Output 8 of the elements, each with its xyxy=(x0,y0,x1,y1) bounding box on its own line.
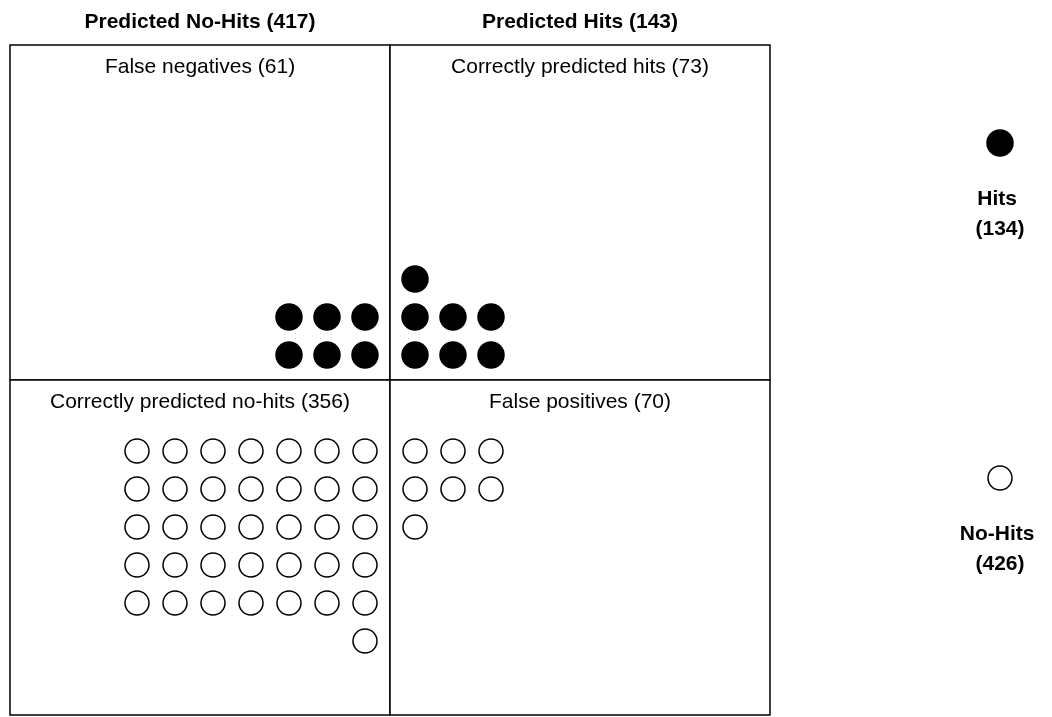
y-tick-label: Hits (134) xyxy=(975,186,1025,239)
data-label: False positives (70) xyxy=(488,389,672,412)
data-label: Correctly predicted hits (73) xyxy=(451,54,709,77)
y-tick-label: No-Hits (426) xyxy=(959,521,1041,574)
data-label: Correctly predicted no-hits (356) xyxy=(50,389,350,412)
x-tick-label: Predicted Hits (143) xyxy=(481,9,679,32)
x-tick-label: Predicted No-Hits (417) xyxy=(84,9,316,32)
data-label: False negatives (61) xyxy=(104,54,296,77)
